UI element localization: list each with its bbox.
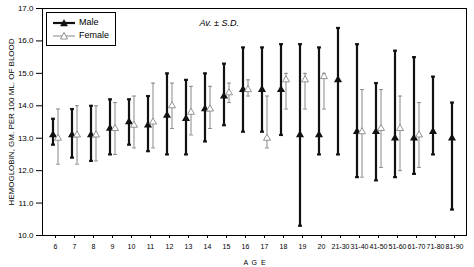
svg-text:12: 12 bbox=[166, 243, 174, 250]
svg-text:41-50: 41-50 bbox=[370, 243, 388, 250]
svg-text:71-80: 71-80 bbox=[427, 243, 445, 250]
svg-text:17.0: 17.0 bbox=[18, 4, 34, 13]
svg-text:13.0: 13.0 bbox=[18, 134, 34, 143]
svg-text:14: 14 bbox=[204, 243, 212, 250]
svg-text:10.0: 10.0 bbox=[18, 231, 34, 240]
svg-text:11: 11 bbox=[147, 243, 154, 250]
svg-text:18: 18 bbox=[280, 243, 288, 250]
svg-text:14.0: 14.0 bbox=[18, 101, 34, 110]
html-text:Male: Male bbox=[79, 17, 99, 27]
svg-text:21-30: 21-30 bbox=[332, 243, 350, 250]
svg-text:19: 19 bbox=[299, 243, 307, 250]
svg-text:10: 10 bbox=[128, 243, 136, 250]
svg-text:16: 16 bbox=[242, 243, 250, 250]
svg-text:51-60: 51-60 bbox=[389, 243, 407, 250]
svg-text:Av. ± S.D.: Av. ± S.D. bbox=[198, 18, 239, 28]
svg-text:12.0: 12.0 bbox=[18, 166, 34, 175]
svg-text:81-90: 81-90 bbox=[446, 243, 464, 250]
svg-text:61-70: 61-70 bbox=[408, 243, 426, 250]
svg-text:A G E: A G E bbox=[243, 259, 266, 266]
svg-text:11.0: 11.0 bbox=[19, 199, 35, 208]
svg-text:9: 9 bbox=[111, 243, 115, 250]
svg-text:13: 13 bbox=[185, 243, 193, 250]
svg-text:15: 15 bbox=[223, 243, 231, 250]
svg-text:HEMOGLOBIN, GM. PER 100 ML. OF: HEMOGLOBIN, GM. PER 100 ML. OF BLOOD bbox=[7, 38, 16, 205]
svg-text:16.0: 16.0 bbox=[18, 36, 34, 45]
svg-text:20: 20 bbox=[318, 243, 326, 250]
svg-text:31-40: 31-40 bbox=[351, 243, 369, 250]
svg-text:8: 8 bbox=[92, 243, 96, 250]
svg-text:6: 6 bbox=[54, 243, 58, 250]
svg-text:7: 7 bbox=[73, 243, 77, 250]
svg-text:15.0: 15.0 bbox=[18, 69, 34, 78]
svg-text:17: 17 bbox=[261, 243, 269, 250]
html-text:Female: Female bbox=[79, 30, 109, 40]
